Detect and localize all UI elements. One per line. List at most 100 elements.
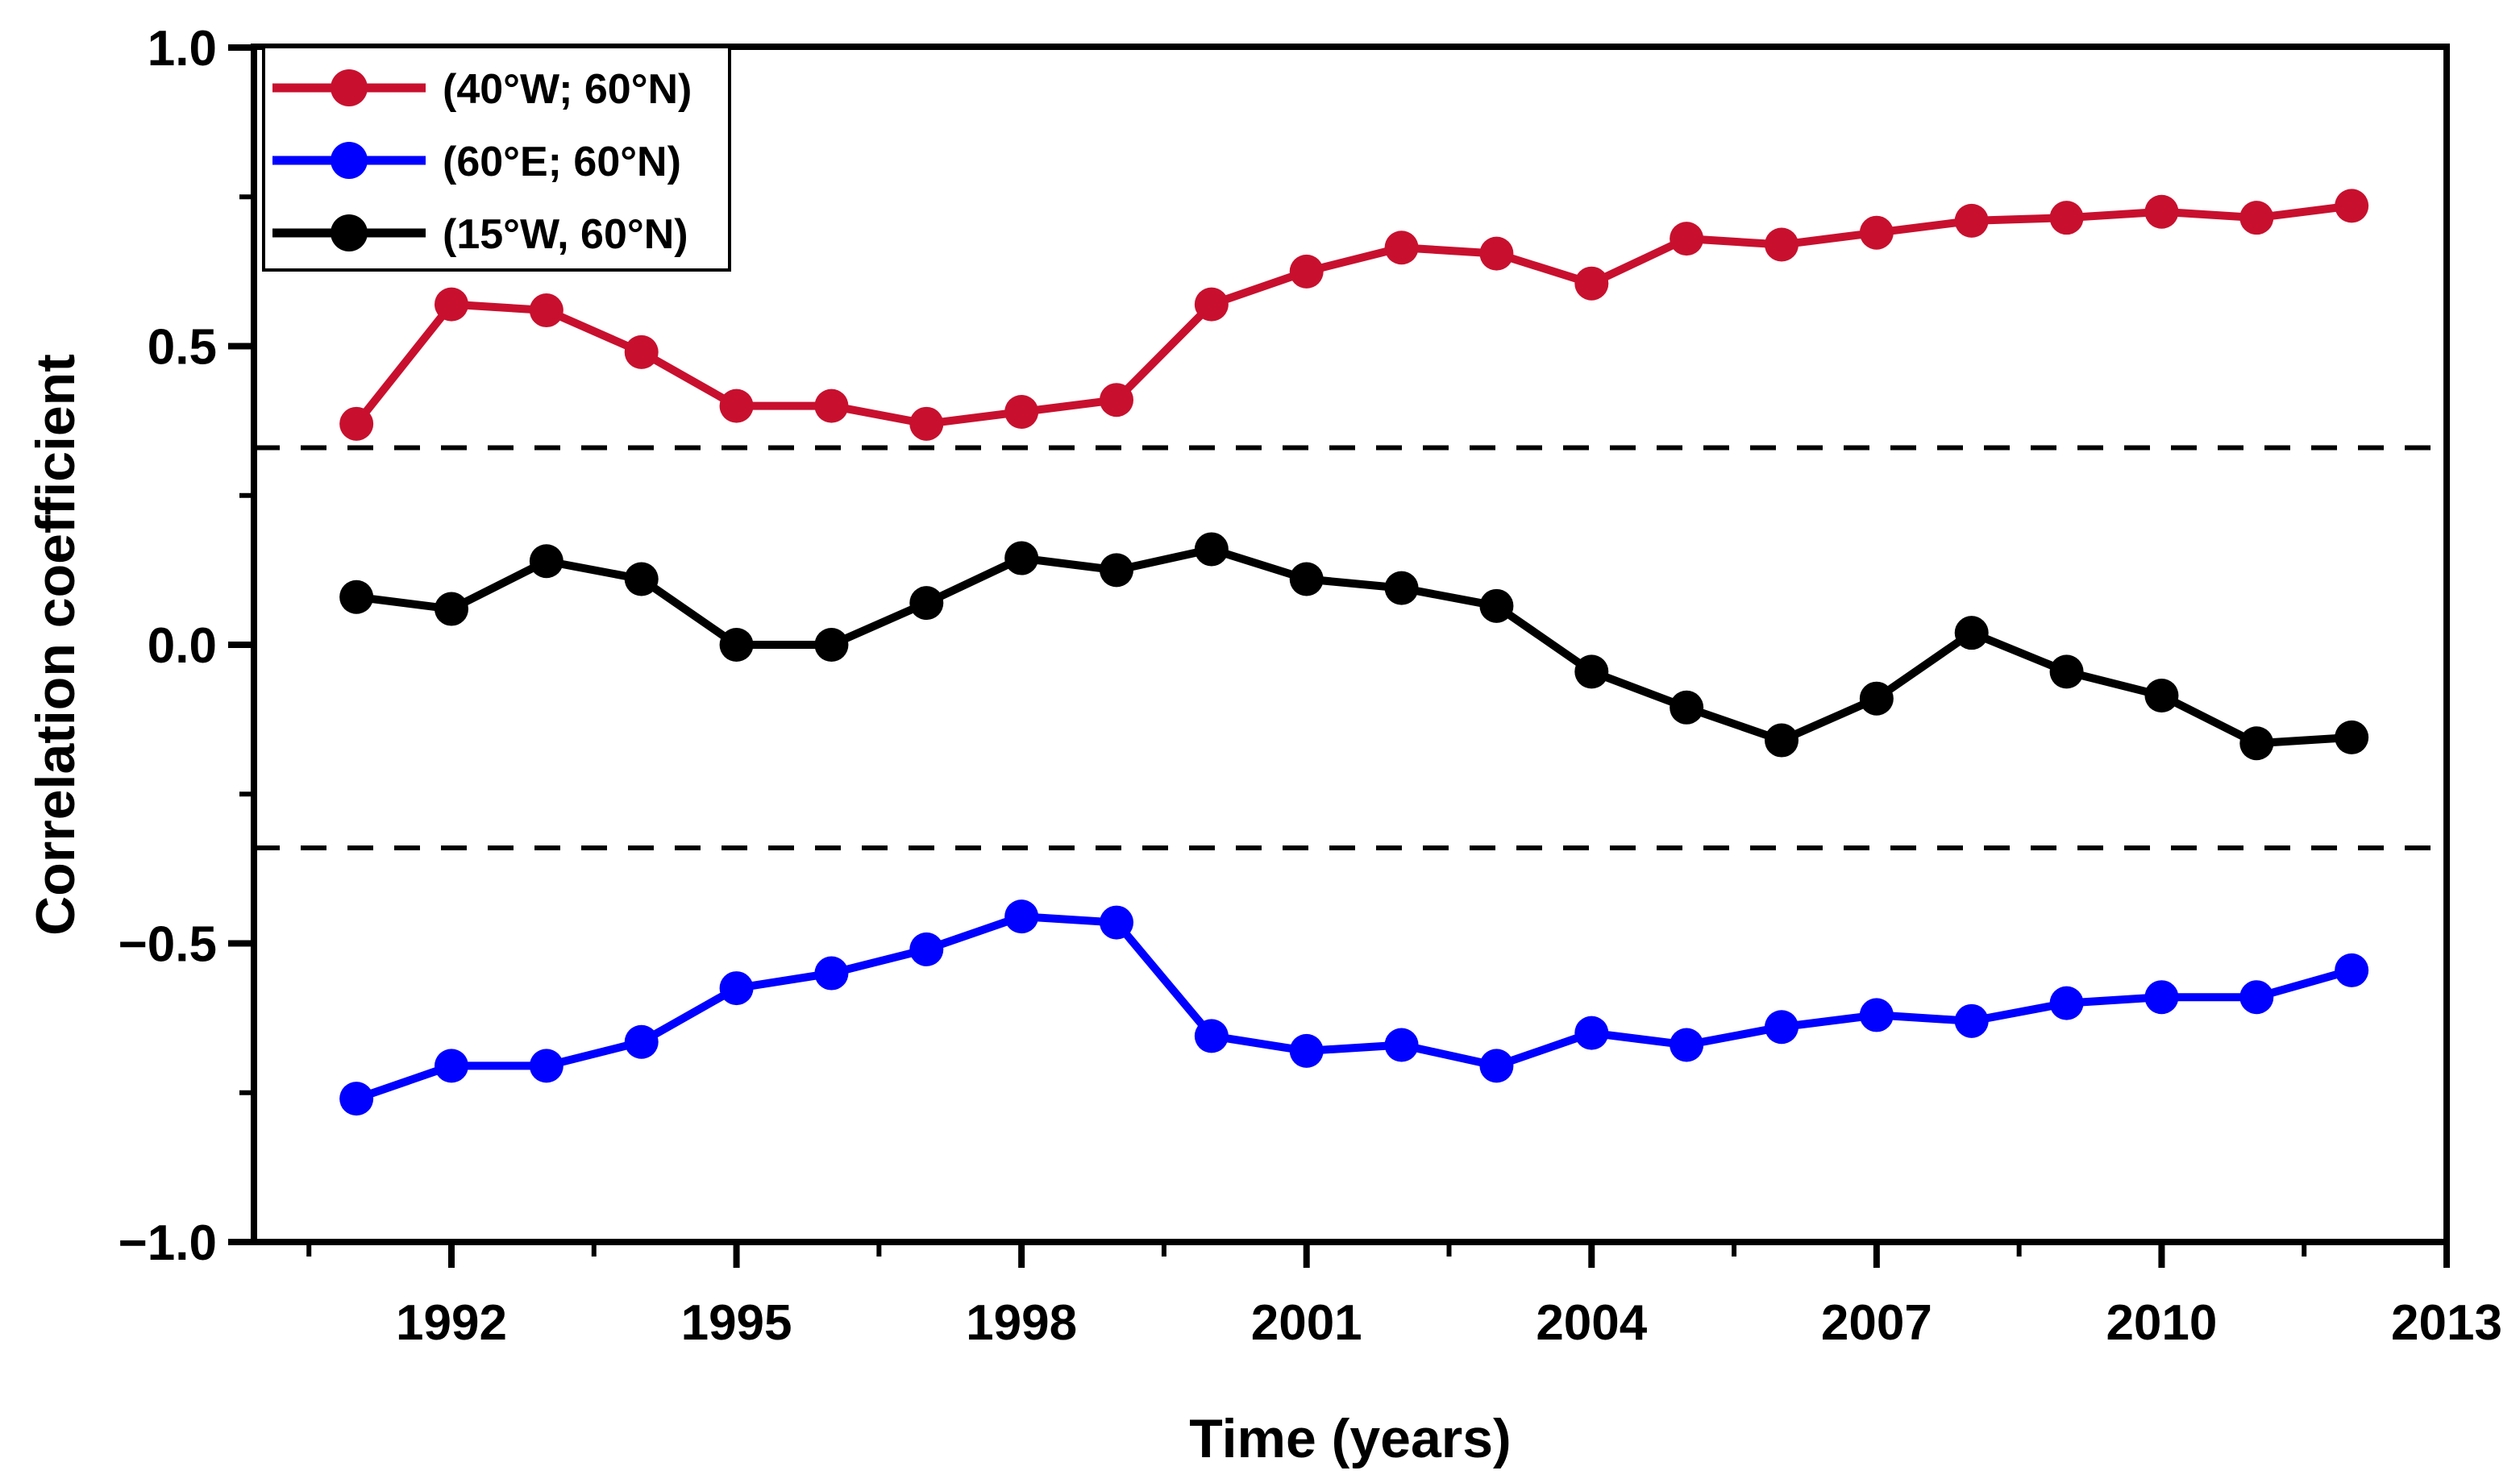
data-point-blue-60e-60n: [814, 956, 849, 991]
y-tick-label: 1.0: [148, 21, 217, 77]
data-point-blue-60e-60n: [1670, 1028, 1704, 1062]
data-point-blue-60e-60n: [2144, 980, 2179, 1015]
legend-marker: [331, 214, 368, 251]
data-point-blue-60e-60n: [2049, 986, 2084, 1020]
data-point-red-40w-60n: [1194, 287, 1229, 322]
y-axis-title: Correlation coefficient: [25, 354, 86, 936]
data-point-black-15w-60n: [1574, 654, 1609, 689]
x-tick-label: 2007: [1821, 1295, 1932, 1351]
data-point-black-15w-60n: [1194, 532, 1229, 567]
data-point-blue-60e-60n: [1194, 1019, 1229, 1053]
data-point-black-15w-60n: [435, 592, 468, 626]
data-point-blue-60e-60n: [1479, 1049, 1514, 1083]
data-point-red-40w-60n: [339, 406, 374, 441]
data-point-black-15w-60n: [909, 586, 944, 621]
data-point-black-15w-60n: [339, 579, 374, 614]
x-tick-label: 2004: [1536, 1295, 1647, 1351]
data-point-blue-60e-60n: [2335, 953, 2369, 987]
data-point-blue-60e-60n: [1954, 1003, 1989, 1038]
data-point-black-15w-60n: [1004, 541, 1039, 575]
data-point-red-40w-60n: [1954, 203, 1989, 238]
series-line-red-40w-60n: [352, 201, 2356, 428]
data-point-black-15w-60n: [1479, 588, 1514, 623]
x-tick-label: 2001: [1251, 1295, 1362, 1351]
data-point-black-15w-60n: [1859, 681, 1894, 716]
data-point-red-40w-60n: [529, 293, 563, 328]
x-axis-title: Time (years): [1189, 1408, 1511, 1469]
data-point-blue-60e-60n: [1764, 1010, 1799, 1045]
series-line-black-15w-60n: [352, 545, 2356, 748]
plot-area: 1992 1995 1998 2001 2004 2007 2010 2013 1.0 0.5 0.…: [119, 21, 2502, 1351]
series-red-40w-60n: [339, 189, 2369, 441]
series-line-blue-60e-60n: [352, 912, 2356, 1103]
data-point-red-40w-60n: [2144, 194, 2179, 229]
y-tick-label: 0.0: [148, 618, 217, 674]
data-point-black-15w-60n: [719, 628, 754, 662]
x-tick-label: 1998: [966, 1295, 1077, 1351]
x-tick-label: 1992: [396, 1295, 507, 1351]
x-tick-label: 2010: [2106, 1295, 2217, 1351]
data-point-red-40w-60n: [814, 388, 849, 423]
data-point-black-15w-60n: [1099, 553, 1133, 588]
data-point-blue-60e-60n: [1384, 1028, 1419, 1062]
data-point-blue-60e-60n: [909, 932, 944, 966]
legend-entry: (15°W, 60°N): [272, 211, 688, 258]
data-point-black-15w-60n: [1954, 616, 1989, 650]
data-point-black-15w-60n: [1670, 690, 1704, 725]
data-point-red-40w-60n: [1764, 227, 1799, 262]
data-point-red-40w-60n: [1099, 383, 1133, 417]
legend-marker: [331, 69, 368, 106]
data-point-blue-60e-60n: [529, 1049, 563, 1083]
data-point-blue-60e-60n: [1289, 1033, 1324, 1068]
data-point-blue-60e-60n: [339, 1082, 374, 1116]
data-point-blue-60e-60n: [624, 1024, 659, 1059]
data-point-black-15w-60n: [1764, 723, 1799, 758]
legend-entry: (40°W; 60°N): [272, 66, 692, 113]
y-tick-label: −0.5: [119, 917, 217, 973]
x-tick-label: 2013: [2391, 1295, 2502, 1351]
data-point-black-15w-60n: [814, 628, 849, 662]
x-tick-label: 1995: [681, 1295, 792, 1351]
data-point-blue-60e-60n: [1859, 998, 1894, 1032]
legend-label: (15°W, 60°N): [443, 211, 688, 258]
data-point-black-15w-60n: [2049, 654, 2084, 689]
data-point-red-40w-60n: [2335, 189, 2369, 223]
data-point-blue-60e-60n: [435, 1049, 468, 1083]
y-tick-label: −1.0: [119, 1215, 217, 1271]
series-blue-60e-60n: [339, 899, 2369, 1116]
data-point-blue-60e-60n: [1574, 1016, 1609, 1050]
data-point-red-40w-60n: [624, 334, 659, 369]
data-point-red-40w-60n: [2239, 201, 2274, 235]
data-point-black-15w-60n: [2239, 726, 2274, 761]
data-point-red-40w-60n: [1384, 231, 1419, 265]
data-point-red-40w-60n: [1479, 236, 1514, 271]
data-point-blue-60e-60n: [2239, 980, 2274, 1015]
data-point-black-15w-60n: [1384, 571, 1419, 605]
data-point-red-40w-60n: [2049, 201, 2084, 235]
legend-label: (40°W; 60°N): [443, 66, 692, 113]
data-point-black-15w-60n: [1289, 562, 1324, 596]
data-point-black-15w-60n: [2144, 678, 2179, 712]
series-black-15w-60n: [339, 532, 2369, 761]
legend: (40°W; 60°N) (60°E; 60°N) (15°W, 60°N): [262, 45, 731, 272]
data-point-blue-60e-60n: [1004, 899, 1039, 934]
legend-entry: (60°E; 60°N): [272, 139, 681, 185]
data-point-red-40w-60n: [909, 406, 944, 441]
data-point-black-15w-60n: [529, 544, 563, 579]
data-point-blue-60e-60n: [1099, 905, 1133, 940]
data-point-red-40w-60n: [1574, 266, 1609, 301]
data-point-black-15w-60n: [624, 562, 659, 596]
data-point-red-40w-60n: [1859, 215, 1894, 250]
data-point-red-40w-60n: [719, 388, 754, 423]
data-point-red-40w-60n: [1670, 222, 1704, 256]
y-tick-label: 0.5: [148, 320, 217, 376]
data-point-red-40w-60n: [1004, 395, 1039, 430]
legend-label: (60°E; 60°N): [443, 139, 681, 185]
legend-marker: [331, 142, 368, 179]
data-point-black-15w-60n: [2335, 720, 2369, 754]
data-point-red-40w-60n: [435, 287, 468, 322]
data-point-blue-60e-60n: [719, 971, 754, 1006]
data-point-red-40w-60n: [1289, 254, 1324, 289]
